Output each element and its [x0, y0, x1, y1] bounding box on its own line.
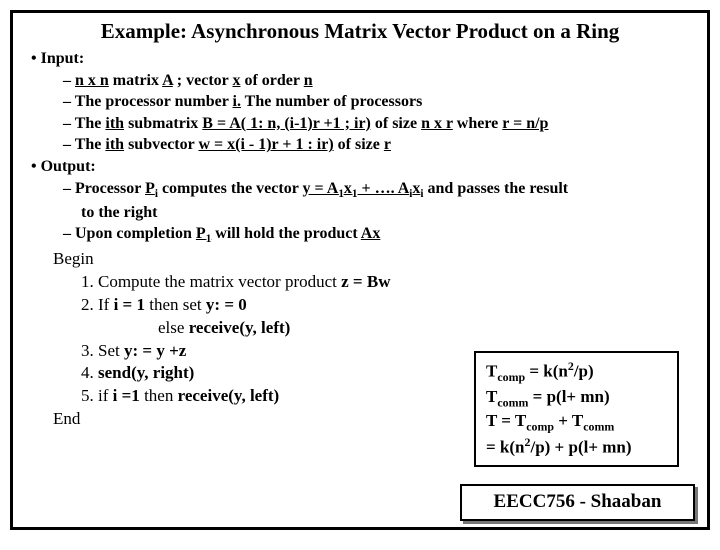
algo-step-2b: else receive(y, left) [158, 317, 697, 340]
comp-line-1: Tcomp = k(n2/p) [486, 359, 667, 386]
output-header: Output: [45, 156, 697, 178]
input-item-3: The ith submatrix B = A( 1: n, (i-1)r +1… [81, 113, 697, 135]
output-item-1: Processor Pi computes the vector y = A1x… [81, 178, 697, 202]
slide-title: Example: Asynchronous Matrix Vector Prod… [23, 19, 697, 44]
comp-line-2: Tcomm = p(l+ mn) [486, 386, 667, 411]
algo-step-2: 2. If i = 1 then set y: = 0 [81, 294, 697, 317]
comp-line-4: = k(n2/p) + p(l+ mn) [486, 435, 667, 459]
output-item-1b: to the right [81, 202, 697, 224]
slide-frame: Example: Asynchronous Matrix Vector Prod… [10, 10, 710, 530]
input-header: Input: [45, 48, 697, 70]
input-item-1: n x n matrix A ; vector x of order n [81, 70, 697, 92]
algo-step-1: 1. Compute the matrix vector product z =… [81, 271, 697, 294]
algo-begin: Begin [53, 248, 697, 271]
input-item-4: The ith subvector w = x(i - 1)r + 1 : ir… [81, 134, 697, 156]
complexity-box: Tcomp = k(n2/p) Tcomm = p(l+ mn) T = Tco… [474, 351, 679, 467]
output-item-2: Upon completion P1 will hold the product… [81, 223, 697, 247]
footer-box: EECC756 - Shaaban [460, 484, 695, 521]
comp-line-3: T = Tcomp + Tcomm [486, 410, 667, 435]
input-item-2: The processor number i. The number of pr… [81, 91, 697, 113]
